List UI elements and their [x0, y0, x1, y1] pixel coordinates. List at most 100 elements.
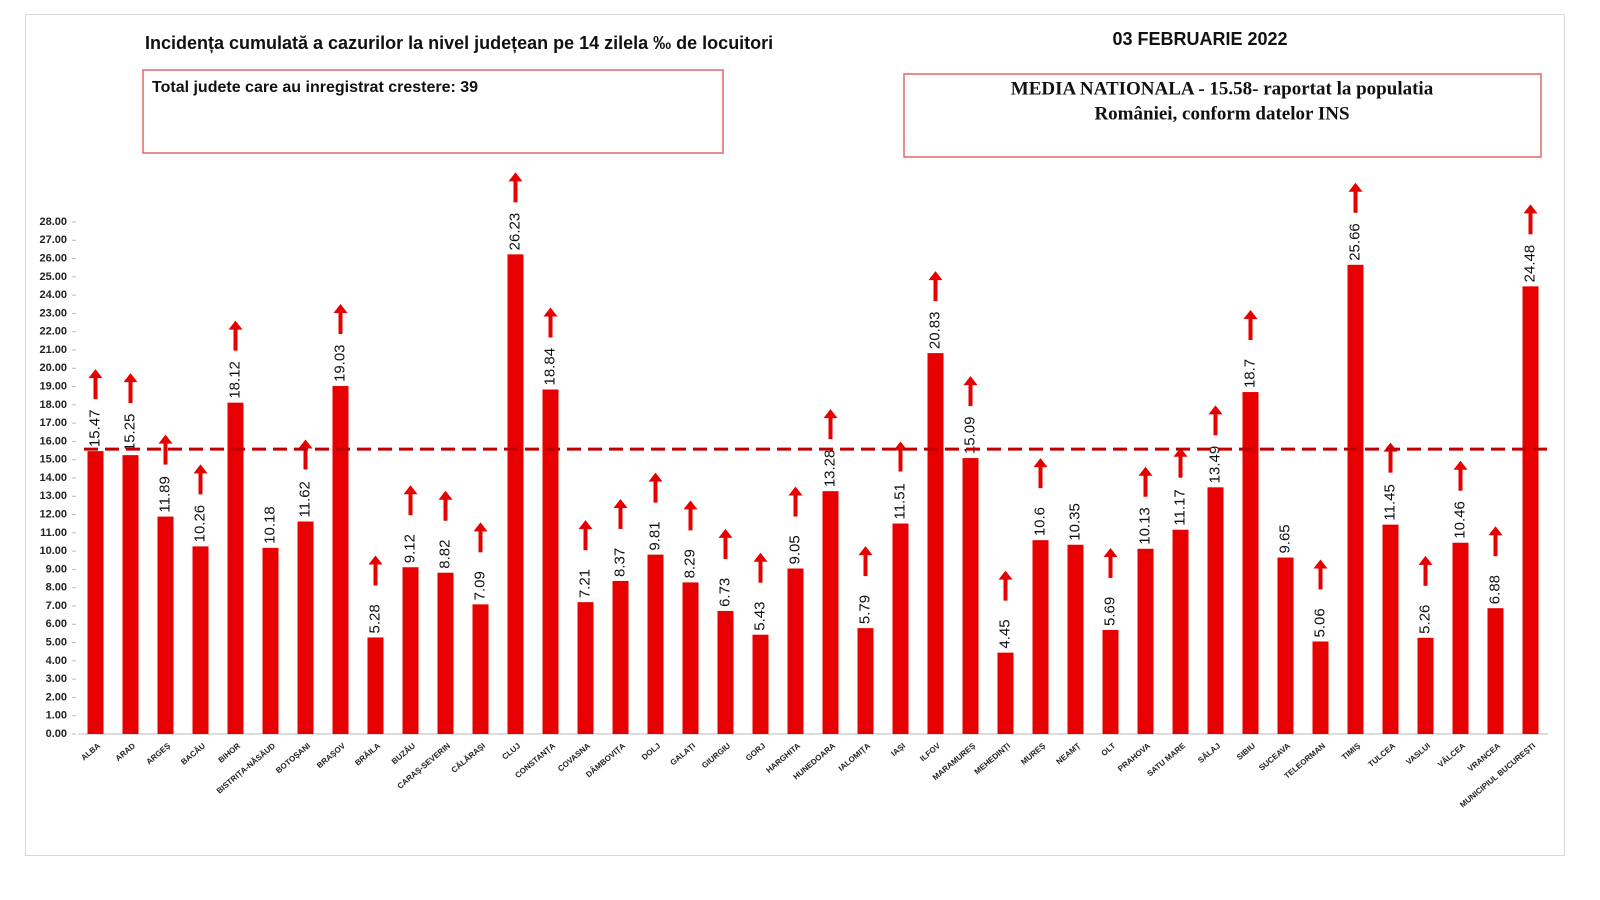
- bar: [1347, 264, 1364, 734]
- bar: [1102, 629, 1119, 734]
- annotation-right: României, conform datelor INS: [1094, 103, 1349, 124]
- value-label: 11.51: [891, 483, 908, 519]
- value-label: 10.6: [1031, 507, 1048, 536]
- increase-arrow-head: [438, 490, 453, 500]
- y-tick-label: 25.00: [39, 271, 67, 283]
- bar: [507, 254, 524, 734]
- x-tick-label: VASLUI: [1404, 741, 1432, 766]
- value-label: 18.7: [1241, 359, 1258, 388]
- x-tick-label: ARGEȘ: [145, 741, 173, 767]
- increase-arrow-head: [1138, 466, 1153, 476]
- bar: [227, 402, 244, 734]
- increase-arrow-head: [543, 307, 558, 317]
- value-label: 9.12: [401, 534, 418, 563]
- bar: [297, 521, 314, 734]
- x-tick-label: VRANCEA: [1466, 741, 1502, 773]
- bar: [1032, 540, 1049, 734]
- x-tick-label: BRAȘOV: [315, 741, 348, 770]
- increase-arrow-head: [123, 373, 138, 383]
- y-tick-label: 3.00: [46, 673, 67, 685]
- increase-arrow-head: [368, 555, 383, 565]
- increase-arrow-head: [473, 522, 488, 532]
- x-tick-label: BOTOȘANI: [274, 741, 312, 775]
- value-label: 15.25: [121, 414, 138, 452]
- x-tick-label: SĂLAJ: [1196, 741, 1222, 765]
- value-label: 8.37: [611, 548, 628, 577]
- x-tick-label: IAȘI: [889, 741, 907, 758]
- bar: [892, 523, 909, 734]
- value-label: 10.35: [1066, 503, 1083, 541]
- bar: [1207, 487, 1224, 734]
- bar: [787, 568, 804, 734]
- bar: [1487, 608, 1504, 734]
- chart-title: Incidența cumulată a cazurilor la nivel …: [145, 33, 773, 53]
- increase-arrow-head: [788, 486, 803, 496]
- x-tick-label: SUCEAVA: [1257, 741, 1292, 772]
- bar: [367, 637, 384, 734]
- increase-arrow-head: [1313, 559, 1328, 569]
- increase-arrow-head: [88, 369, 103, 379]
- x-tick-label: BISTRIȚA-NĂSĂUD: [215, 741, 277, 795]
- value-label: 10.46: [1451, 501, 1468, 539]
- increase-arrow-head: [333, 304, 348, 314]
- x-tick-label: BACĂU: [179, 741, 207, 767]
- chart-date: 03 FEBRUARIE 2022: [1112, 29, 1287, 49]
- increase-arrow-head: [1243, 310, 1258, 320]
- value-label: 5.69: [1101, 597, 1118, 626]
- x-tick-label: OLT: [1100, 741, 1118, 758]
- increase-arrow-head: [1103, 547, 1118, 557]
- bar: [927, 353, 944, 734]
- increase-arrow-head: [403, 485, 418, 495]
- bar: [997, 652, 1014, 734]
- annotation-right: MEDIA NATIONALA - 15.58- raportat la pop…: [1011, 78, 1434, 99]
- bar: [262, 547, 279, 734]
- bar: [822, 491, 839, 734]
- value-label: 9.05: [786, 535, 803, 564]
- x-tick-label: BIHOR: [217, 741, 243, 765]
- y-tick-label: 8.00: [46, 582, 67, 594]
- bar: [962, 458, 979, 734]
- bar: [542, 389, 559, 734]
- y-tick-label: 13.00: [39, 490, 67, 502]
- x-tick-label: SATU MARE: [1145, 741, 1187, 779]
- value-label: 24.48: [1521, 245, 1538, 283]
- bar: [1382, 524, 1399, 734]
- y-tick-label: 14.00: [39, 472, 67, 484]
- x-tick-label: ILFOV: [918, 741, 942, 763]
- bar: [157, 516, 174, 734]
- bar: [1277, 557, 1294, 734]
- value-label: 9.81: [646, 521, 663, 550]
- increase-arrow-head: [823, 409, 838, 419]
- bar: [717, 610, 734, 734]
- x-tick-label: VÂLCEA: [1436, 741, 1467, 769]
- value-label: 7.09: [471, 571, 488, 600]
- y-tick-label: 27.00: [39, 234, 67, 246]
- x-tick-label: DOLJ: [640, 741, 662, 762]
- y-tick-label: 12.00: [39, 508, 67, 520]
- value-label: 15.09: [961, 417, 978, 455]
- increase-arrow-head: [298, 439, 313, 449]
- value-label: 7.21: [576, 569, 593, 598]
- y-tick-label: 22.00: [39, 326, 67, 338]
- bar: [1417, 637, 1434, 734]
- x-tick-label: IALOMIȚA: [837, 741, 873, 773]
- x-tick-label: CLUJ: [500, 741, 522, 761]
- y-tick-label: 21.00: [39, 344, 67, 356]
- increase-arrow-head: [648, 472, 663, 482]
- increase-arrow-head: [1453, 460, 1468, 470]
- x-tick-label: GIURGIU: [700, 741, 732, 770]
- value-label: 5.28: [366, 604, 383, 633]
- value-label: 18.84: [541, 348, 558, 386]
- chart-frame: [25, 14, 1565, 856]
- increase-arrow-head: [228, 320, 243, 330]
- x-tick-label: NEAMȚ: [1055, 741, 1083, 766]
- bar: [1067, 544, 1084, 734]
- bar: [577, 602, 594, 734]
- bar: [402, 567, 419, 734]
- value-label: 13.49: [1206, 446, 1223, 484]
- value-label: 10.18: [261, 506, 278, 544]
- bar: [1242, 392, 1259, 734]
- increase-arrow-head: [718, 528, 733, 538]
- value-label: 6.73: [716, 578, 733, 607]
